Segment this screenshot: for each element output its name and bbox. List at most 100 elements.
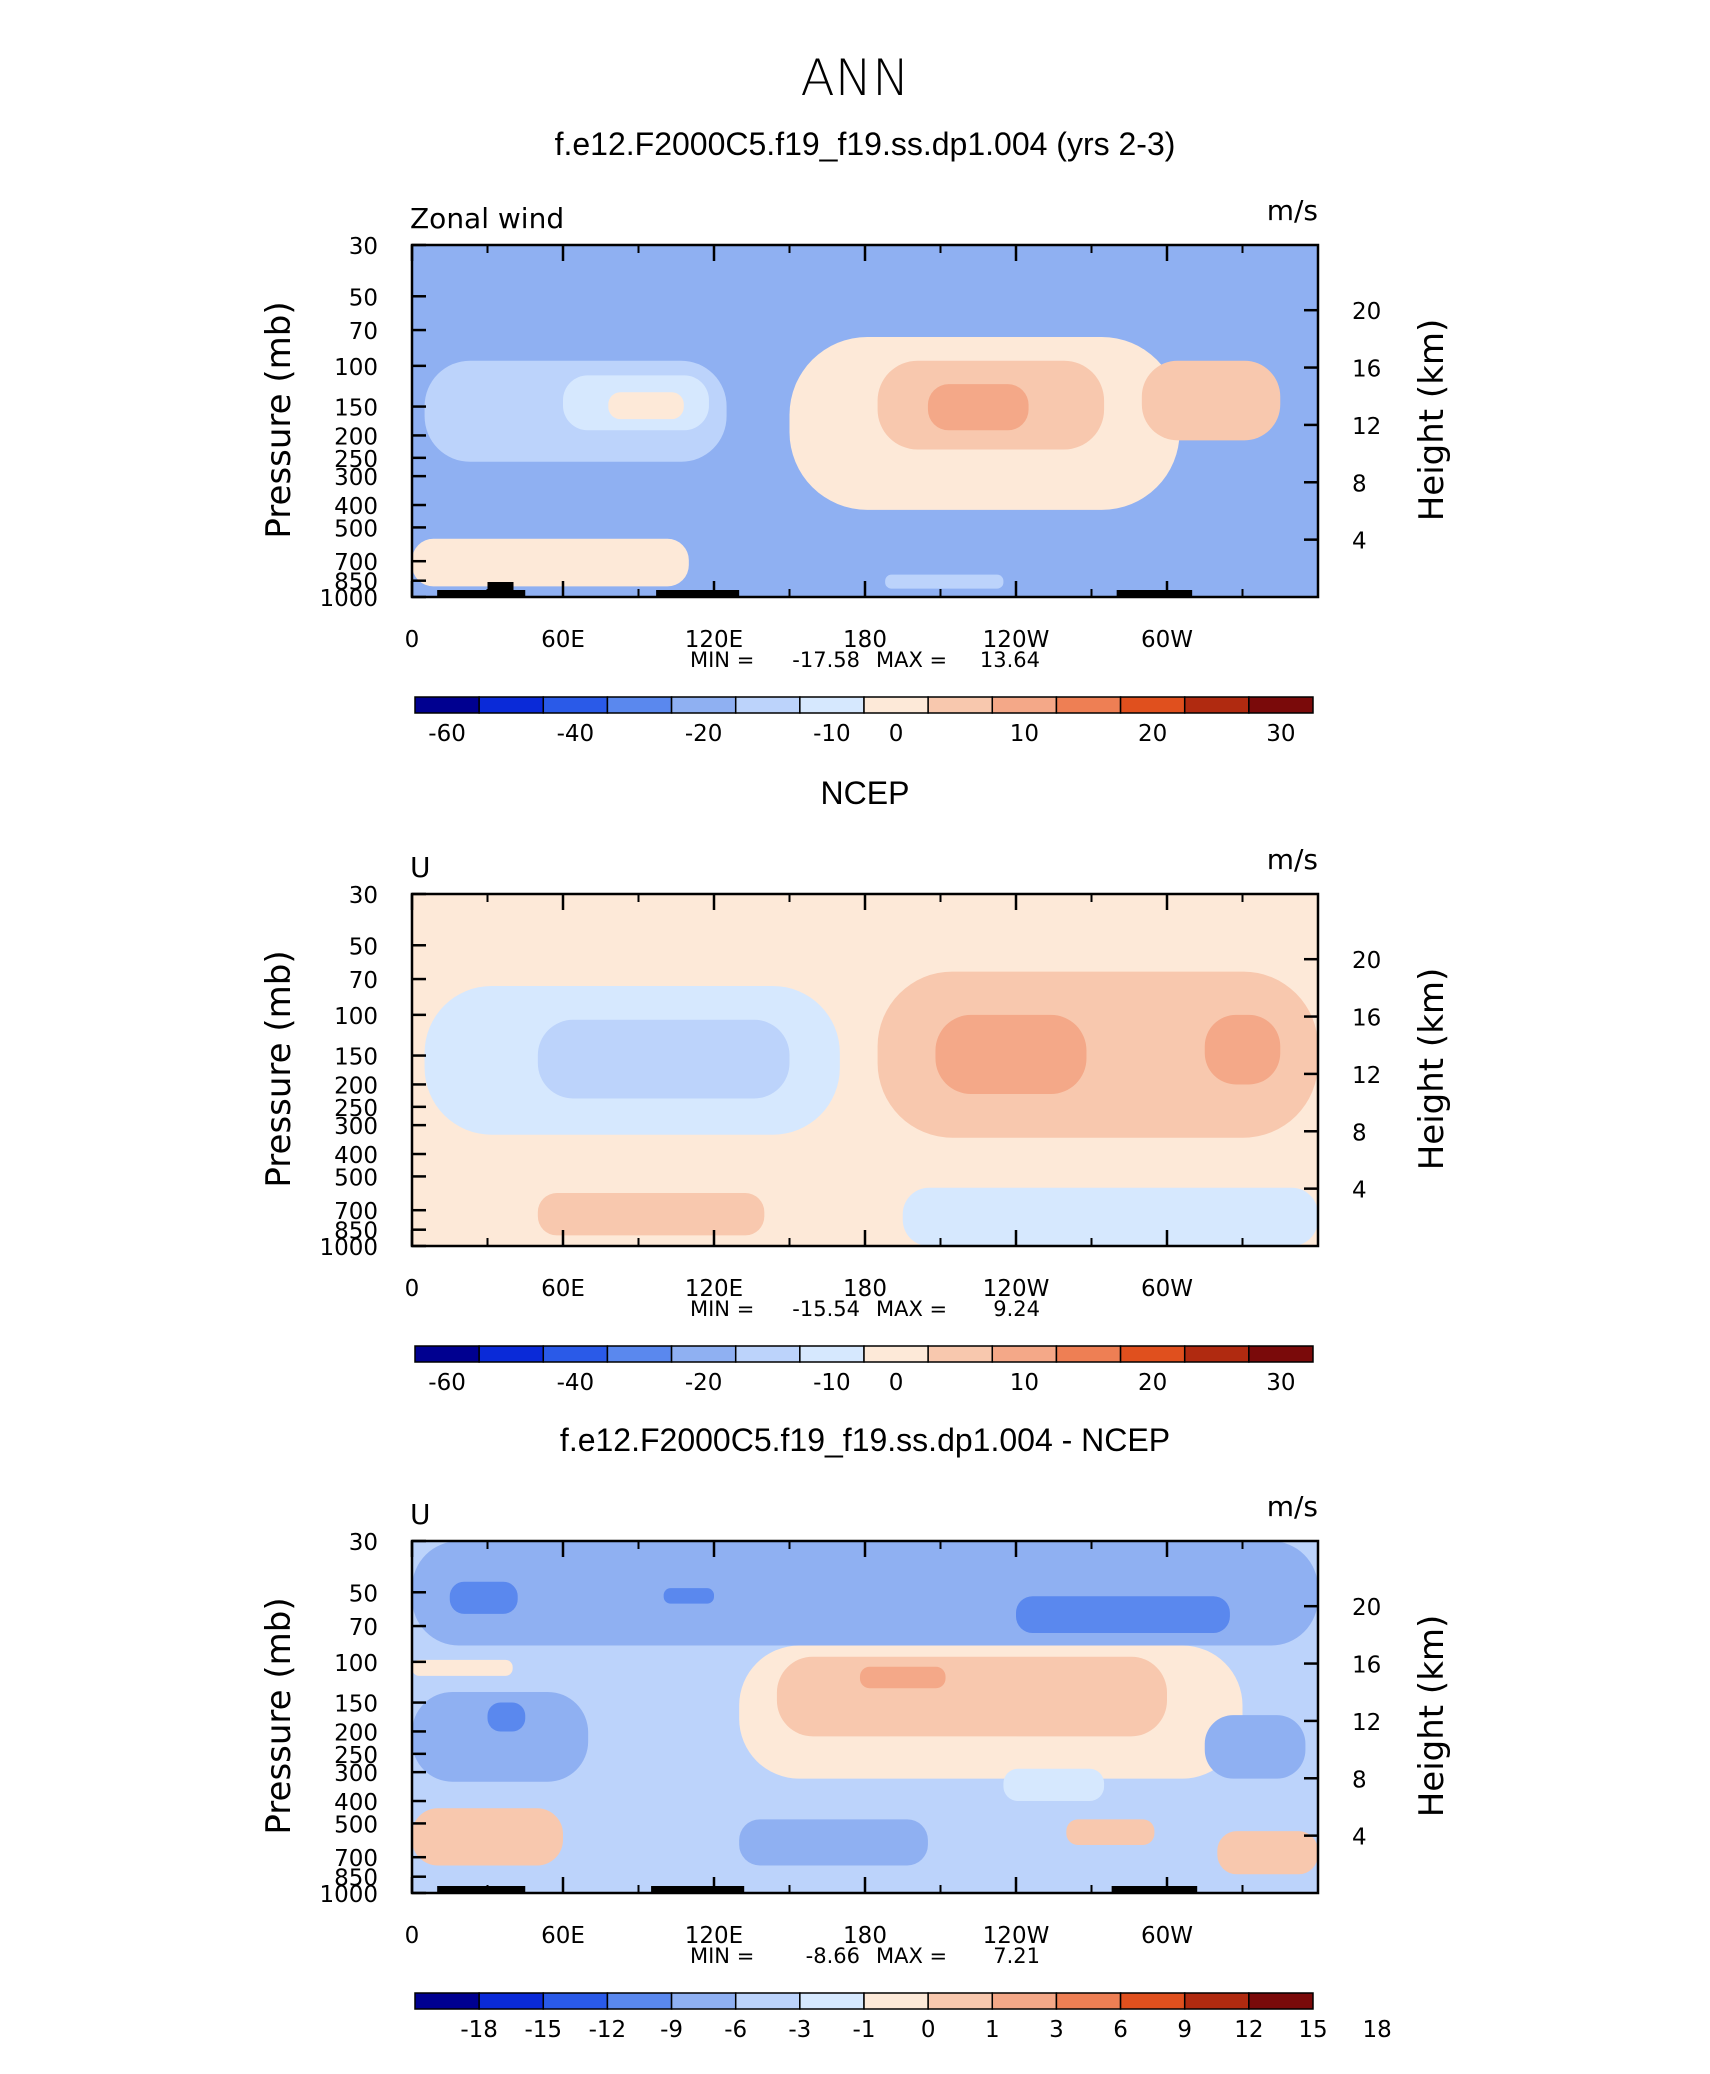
y-tick-label: 150	[334, 396, 378, 422]
y-tick-label: 700	[334, 550, 378, 576]
y-tick-label: 200	[334, 424, 378, 450]
x-tick-label: 60E	[541, 627, 585, 653]
max-value: 13.64	[980, 648, 1040, 672]
variable-label: Zonal wind	[410, 202, 564, 235]
units-label: m/s	[1267, 194, 1318, 227]
contour-region	[885, 574, 1004, 589]
colorbar-label: 3	[1049, 2017, 1064, 2043]
colorbar-box	[991, 696, 1058, 714]
y-tick-label: 30	[349, 234, 378, 260]
contour-region	[859, 1666, 946, 1689]
contour-region	[608, 392, 684, 420]
y2-axis-label: Height (km)	[1412, 319, 1452, 522]
y-tick-label: 300	[334, 465, 378, 491]
contour-field	[412, 245, 1318, 597]
colorbar-box	[1119, 1345, 1186, 1363]
colorbar: -18 -15 -12 -9 -6 -3 -1 0 1 3 6 9 12 15 18	[414, 1992, 1392, 2043]
colorbar-label: -60	[428, 1370, 466, 1396]
contour-region	[1016, 1596, 1230, 1633]
y2-tick-label: 16	[1352, 1006, 1381, 1032]
x-tick-label: 60E	[541, 1923, 585, 1949]
variable-label: U	[410, 851, 431, 884]
land-mask	[437, 590, 526, 597]
colorbar-label: -20	[685, 721, 723, 747]
colorbar-label: 10	[1010, 1370, 1039, 1396]
y-axis-label: Pressure (mb)	[259, 950, 299, 1187]
contour-region	[487, 1702, 526, 1732]
land-mask	[651, 1886, 745, 1893]
y2-axis-label: Height (km)	[1412, 968, 1452, 1171]
colorbar-box	[606, 1992, 673, 2010]
colorbar-label: -10	[813, 1370, 851, 1396]
colorbar-box	[478, 696, 545, 714]
y-tick-label: 50	[349, 1581, 378, 1607]
colorbar-box	[1248, 1992, 1314, 2010]
units-label: m/s	[1267, 843, 1318, 876]
y-tick-label: 400	[334, 494, 378, 520]
contour-region	[1003, 1768, 1105, 1802]
y-tick-label: 30	[349, 1530, 378, 1556]
max-label: MAX =	[876, 1944, 947, 1968]
colorbar-label: -40	[557, 721, 595, 747]
contour-region	[776, 1656, 1167, 1737]
colorbar: -60 -40 -20 -10 0 10 20 30	[414, 1345, 1314, 1396]
colorbar-box	[542, 696, 609, 714]
y-tick-label: 100	[334, 1004, 378, 1030]
colorbar-box	[927, 1992, 994, 2010]
colorbar-box	[542, 1345, 609, 1363]
contour-region	[412, 1808, 563, 1866]
colorbar-label: 15	[1298, 2017, 1327, 2043]
y-tick-label: 250	[334, 1096, 378, 1122]
contour-field	[412, 1541, 1318, 1893]
contour-region	[449, 1581, 518, 1614]
colorbar-box	[863, 1345, 929, 1363]
y-tick-label: 1000	[319, 586, 378, 612]
panels: f.e12.F2000C5.f19_f19.ss.dp1.004 (yrs 2-…	[259, 126, 1452, 2043]
colorbar-label: -3	[788, 2017, 811, 2043]
y-tick-label: 500	[334, 1812, 378, 1838]
colorbar-label: 18	[1363, 2017, 1392, 2043]
max-value: 9.24	[993, 1297, 1040, 1321]
y2-tick-label: 12	[1352, 1710, 1381, 1736]
y-tick-label: 100	[334, 1651, 378, 1677]
contour-region	[537, 1019, 790, 1099]
colorbar-label: -60	[428, 721, 466, 747]
y2-axis-label: Height (km)	[1412, 1615, 1452, 1818]
colorbar-box	[1119, 696, 1186, 714]
min-value: -17.58	[792, 648, 860, 672]
colorbar-box	[1055, 1345, 1122, 1363]
colorbar-box	[799, 696, 865, 714]
max-label: MAX =	[876, 1297, 947, 1321]
contour-region	[1217, 1831, 1318, 1875]
colorbar-box	[414, 1345, 480, 1363]
y-tick-label: 200	[334, 1720, 378, 1746]
y-tick-label: 100	[334, 355, 378, 381]
y2-tick-label: 16	[1352, 357, 1381, 383]
contour-region	[935, 1014, 1087, 1095]
x-tick-label: 0	[405, 1276, 420, 1302]
colorbar-box	[734, 1992, 801, 2010]
colorbar-box	[478, 1992, 545, 2010]
x-tick-label: 180	[843, 1276, 887, 1302]
y2-tick-label: 8	[1352, 471, 1367, 497]
contour-region	[1204, 1014, 1281, 1085]
x-tick-label: 0	[405, 1923, 420, 1949]
contour-region	[412, 1659, 513, 1676]
contour-field	[412, 894, 1318, 1246]
y-tick-label: 500	[334, 516, 378, 542]
y-tick-label: 500	[334, 1165, 378, 1191]
colorbar-box	[1248, 1345, 1314, 1363]
y2-tick-label: 20	[1352, 299, 1381, 325]
y-tick-label: 250	[334, 1743, 378, 1769]
colorbar-label: 30	[1266, 721, 1295, 747]
colorbar-box	[991, 1992, 1058, 2010]
colorbar-label: -12	[589, 2017, 627, 2043]
colorbar-label: -15	[524, 2017, 562, 2043]
y-tick-label: 300	[334, 1114, 378, 1140]
y2-tick-label: 8	[1352, 1767, 1367, 1793]
y-tick-label: 700	[334, 1199, 378, 1225]
y-tick-label: 1000	[319, 1235, 378, 1261]
min-label: MIN =	[690, 648, 754, 672]
colorbar-label: 0	[889, 721, 904, 747]
